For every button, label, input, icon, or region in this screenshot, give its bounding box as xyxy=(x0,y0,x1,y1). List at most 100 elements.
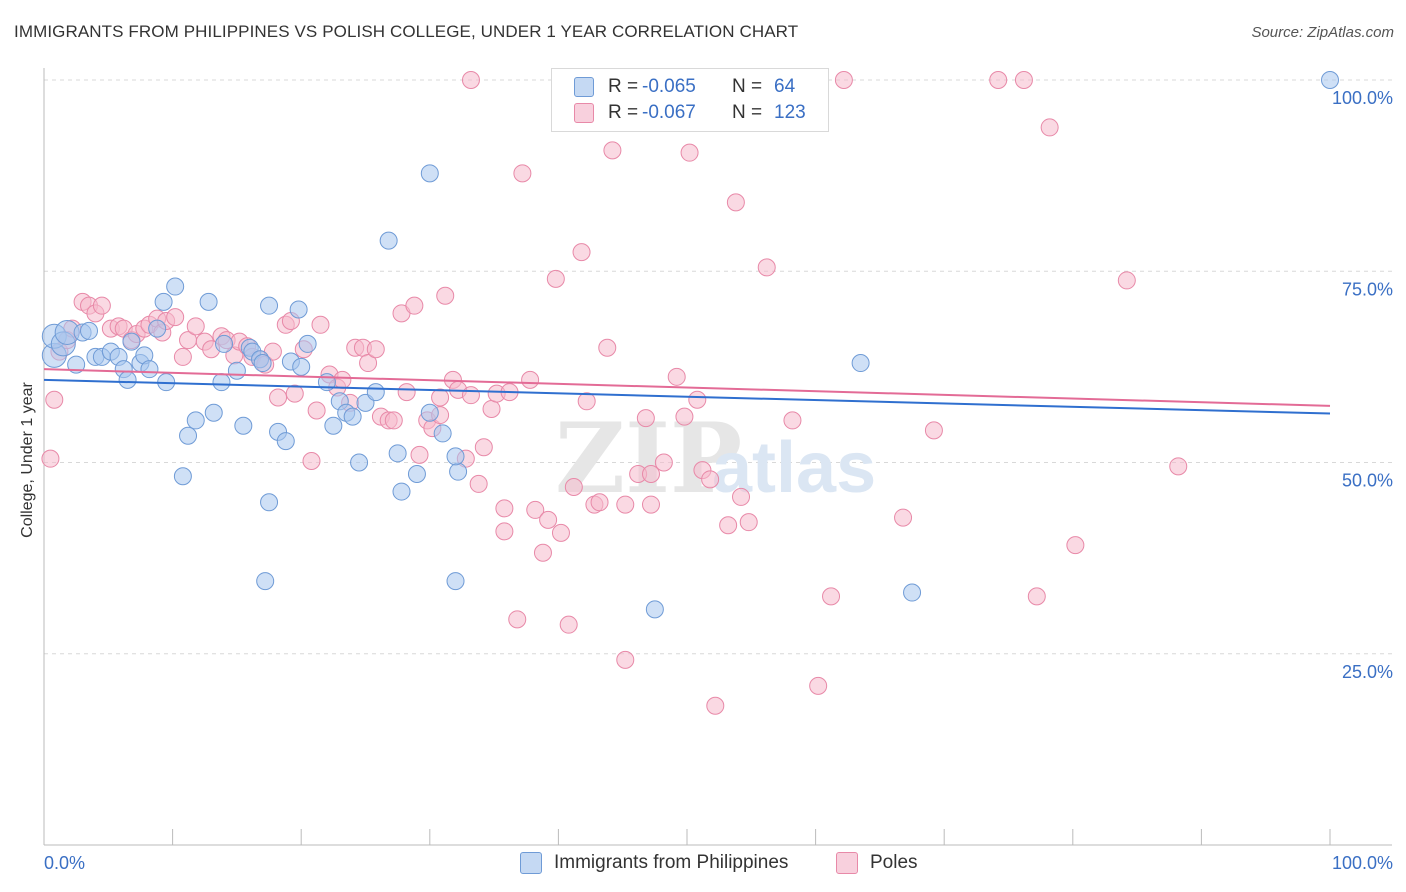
point-poles xyxy=(757,258,776,277)
point-philippines xyxy=(343,407,362,426)
legend-r-value: -0.067 xyxy=(642,102,696,123)
series-legend-poles[interactable]: Poles xyxy=(836,852,918,874)
series-legend: Immigrants from Philippines Poles xyxy=(0,852,1406,878)
point-poles xyxy=(285,384,304,403)
point-poles xyxy=(45,390,64,409)
point-poles xyxy=(1066,536,1085,555)
point-poles xyxy=(92,296,111,315)
point-poles xyxy=(834,71,853,89)
point-poles xyxy=(436,286,455,305)
x-tick-label: 100.0% xyxy=(1332,853,1393,873)
point-philippines xyxy=(903,583,922,602)
point-poles xyxy=(924,421,943,440)
point-philippines xyxy=(446,447,465,466)
point-poles xyxy=(410,445,429,464)
y-tick-label: 75.0% xyxy=(1342,279,1393,299)
grid-lines xyxy=(44,79,1392,655)
point-poles xyxy=(397,383,416,402)
point-philippines xyxy=(276,432,295,451)
point-philippines xyxy=(204,403,223,422)
point-philippines xyxy=(298,334,317,353)
point-poles xyxy=(333,370,352,389)
point-philippines xyxy=(388,444,407,463)
point-poles xyxy=(641,495,660,514)
point-poles xyxy=(783,411,802,430)
point-poles xyxy=(559,615,578,634)
point-poles xyxy=(577,392,596,411)
y-tick-label: 25.0% xyxy=(1342,662,1393,682)
point-poles xyxy=(521,370,540,389)
point-poles xyxy=(366,340,385,359)
point-poles xyxy=(302,451,321,470)
point-poles xyxy=(173,347,192,366)
point-philippines xyxy=(253,354,272,373)
point-poles xyxy=(809,676,828,695)
point-poles xyxy=(894,508,913,527)
legend-r-label: R = xyxy=(608,102,639,123)
point-philippines xyxy=(446,572,465,591)
point-philippines xyxy=(851,354,870,373)
point-poles xyxy=(636,409,655,428)
point-philippines xyxy=(292,357,311,376)
point-poles xyxy=(533,543,552,562)
trend-lines xyxy=(43,368,1331,415)
point-philippines xyxy=(350,453,369,472)
point-poles xyxy=(307,401,326,420)
y-tick-label: 100.0% xyxy=(1332,88,1393,108)
point-philippines xyxy=(256,572,275,591)
point-poles xyxy=(513,164,532,183)
point-poles xyxy=(359,354,378,373)
point-poles xyxy=(495,499,514,518)
point-poles xyxy=(1040,118,1059,137)
point-philippines xyxy=(122,332,141,351)
point-poles xyxy=(667,367,686,386)
point-philippines xyxy=(166,277,185,296)
legend-row-poles: R = -0.067 N = 123 xyxy=(574,100,806,126)
point-poles xyxy=(654,453,673,472)
point-poles xyxy=(1117,271,1136,290)
legend-swatch-poles xyxy=(574,103,594,123)
point-philippines xyxy=(420,164,439,183)
point-philippines xyxy=(407,464,426,483)
legend-n-value: 64 xyxy=(774,76,796,97)
point-philippines xyxy=(433,424,452,443)
point-poles xyxy=(726,193,745,212)
point-poles xyxy=(405,296,424,315)
legend-row-philippines: R = -0.065 N = 64 xyxy=(574,74,795,100)
point-poles xyxy=(384,411,403,430)
legend-n-label: N = xyxy=(732,102,763,123)
point-poles xyxy=(1027,587,1046,606)
legend-r-value: -0.065 xyxy=(642,76,696,97)
tick-labels: 25.0% 50.0% 75.0% 100.0% 0.0% 100.0% xyxy=(44,88,1393,873)
point-poles xyxy=(590,493,609,512)
point-poles xyxy=(551,523,570,542)
point-philippines xyxy=(449,462,468,481)
point-poles xyxy=(564,477,583,496)
stats-legend: R = -0.065 N = 64 R = -0.067 N = 123 xyxy=(551,68,829,132)
point-poles xyxy=(508,610,527,629)
point-poles xyxy=(1169,457,1188,476)
point-poles xyxy=(526,500,545,519)
point-poles xyxy=(616,650,635,669)
point-poles xyxy=(822,587,841,606)
point-poles xyxy=(675,407,694,426)
point-philippines xyxy=(173,467,192,486)
point-poles xyxy=(431,388,450,407)
y-tick-label: 50.0% xyxy=(1342,471,1393,491)
series-label-poles: Poles xyxy=(870,852,918,873)
point-poles xyxy=(732,487,751,506)
series-legend-philippines[interactable]: Immigrants from Philippines xyxy=(520,852,788,874)
point-poles xyxy=(269,388,288,407)
point-philippines xyxy=(260,296,279,315)
point-philippines xyxy=(148,319,167,338)
point-poles xyxy=(482,399,501,418)
point-philippines xyxy=(118,370,137,389)
point-poles xyxy=(311,315,330,334)
point-poles xyxy=(572,243,591,262)
trend-line-philippines xyxy=(43,378,1331,415)
point-philippines xyxy=(212,373,231,392)
point-philippines xyxy=(179,426,198,445)
point-poles xyxy=(474,438,493,457)
x-tick-label: 0.0% xyxy=(44,853,85,873)
